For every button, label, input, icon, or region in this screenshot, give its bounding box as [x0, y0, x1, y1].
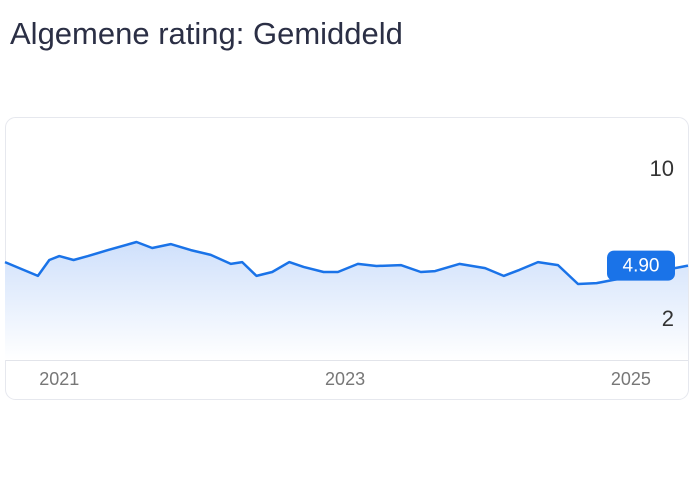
x-tick-label: 2025 — [611, 369, 651, 389]
value-badge-label: 4.90 — [623, 256, 660, 277]
x-tick-label: 2023 — [325, 369, 365, 389]
value-badge — [607, 250, 675, 281]
line — [4, 240, 689, 286]
y-tick-label: 2 — [662, 306, 674, 331]
y-tick-label: 10 — [650, 156, 674, 181]
x-tick-label: 2021 — [39, 369, 79, 389]
chart-title: Algemene rating: Gemiddeld — [10, 16, 403, 51]
